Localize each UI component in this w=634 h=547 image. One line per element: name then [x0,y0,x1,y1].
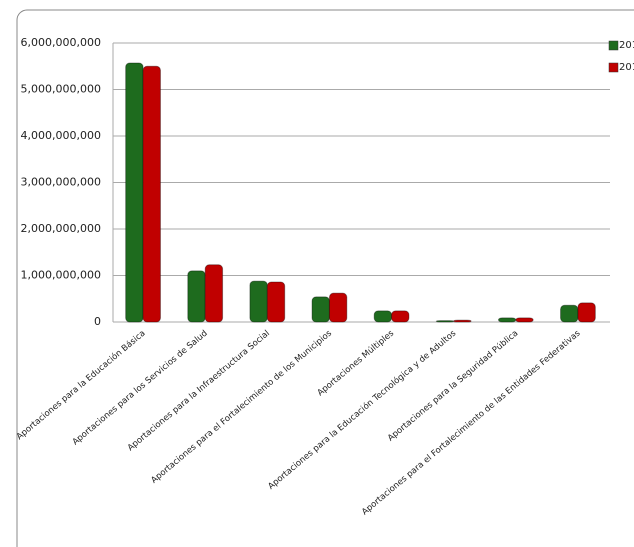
y-tick-label: 1,000,000,000 [21,269,101,282]
legend-swatch [608,40,619,51]
y-tick-label: 5,000,000,000 [21,83,101,96]
bar [577,302,596,323]
y-tick-label: 2,000,000,000 [21,222,101,235]
y-tick-label: 0 [94,315,101,328]
bar [328,292,348,323]
y-tick-label: 4,000,000,000 [21,129,101,142]
y-tick-label: 6,000,000,000 [21,36,101,49]
chart-frame [16,9,634,547]
bar [187,270,206,323]
bar [391,310,410,323]
legend-label: 201 [619,62,634,73]
legend-swatch [608,62,619,73]
bar [125,62,144,323]
bar [311,296,330,323]
bar [249,280,268,323]
bar [204,264,224,323]
bar [560,304,579,323]
bar [435,320,455,323]
bar [142,65,161,323]
bar [373,310,393,323]
bar [453,319,472,323]
legend-label: 201 [619,40,634,51]
bar [266,281,286,323]
bar [515,317,534,323]
y-tick-label: 3,000,000,000 [21,176,101,189]
bar [497,317,517,323]
